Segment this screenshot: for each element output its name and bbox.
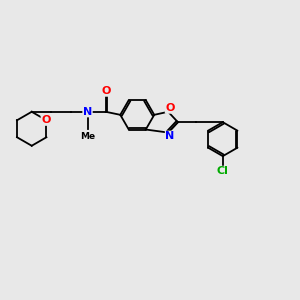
Text: N: N <box>83 107 92 117</box>
Text: O: O <box>101 86 110 96</box>
Text: O: O <box>41 115 50 125</box>
Text: O: O <box>165 103 175 113</box>
Text: N: N <box>165 131 175 141</box>
Text: Cl: Cl <box>217 166 229 176</box>
Text: Me: Me <box>80 132 95 141</box>
